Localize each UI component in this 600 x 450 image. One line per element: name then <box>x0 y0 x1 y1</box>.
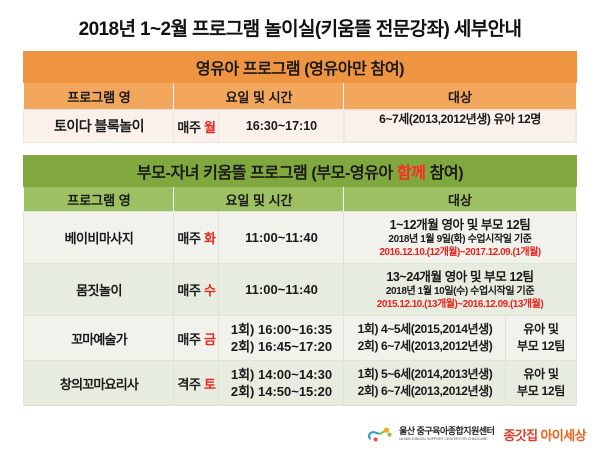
program-name: 꼬마예술가 <box>23 315 175 361</box>
column-header-day-time: 요일 및 시간 <box>173 186 345 212</box>
day-prefix: 매주 <box>177 119 201 135</box>
center-name-en: ULSAN JUNGGU SUPPORT CENTER FOR CHILDCAR… <box>399 436 488 441</box>
parent-child-column-header-row: 프로그램 영 요일 및 시간 대상 <box>23 186 577 212</box>
day-prefix: 매주 <box>177 331 201 347</box>
program-target: 1~12개월 영아 및 부모 12팀 2018년 1월 9일(화) 수업시작일 … <box>343 211 577 264</box>
program-capacity: 유아 및 부모 12팀 <box>505 315 577 361</box>
program-target: 1회) 5~6세(2014,2013년생) 2회) 6~7세(2013,2012… <box>343 360 507 406</box>
day-of-week: 금 <box>203 331 216 347</box>
program-day: 매주 금 <box>173 315 220 361</box>
heading-pre: 부모-자녀 키움뜰 프로그램 (부모-영유아 <box>136 165 397 182</box>
column-header-program: 프로그램 영 <box>23 82 175 110</box>
program-target: 13~24개월 영아 및 부모 12팀 2018년 1월 10일(수) 수업시작… <box>343 263 577 316</box>
infant-section-heading: 영유아 프로그램 (영유아만 참여) <box>23 51 577 83</box>
day-of-week: 화 <box>203 231 216 246</box>
column-header-target: 대상 <box>343 82 577 110</box>
program-capacity: 유아 및 부모 12팀 <box>505 360 577 406</box>
table-row: 몸짓놀이 매주 수 11:00~11:40 13~24개월 영아 및 부모 12… <box>23 263 577 316</box>
program-time: 16:30~17:10 <box>218 109 345 143</box>
target-main: 13~24개월 영아 및 부모 12팀 <box>386 269 534 284</box>
parent-child-section-heading-row: 부모-자녀 키움뜰 프로그램 (부모-영유아 함께 참여) <box>23 155 577 187</box>
center-name-kr: 울산 중구육아종합지원센터 <box>399 426 495 437</box>
day-of-week: 수 <box>203 283 216 298</box>
heading-post: 참여) <box>425 165 464 182</box>
program-target: 6~7세(2013,2012년생) 유아 12명 <box>344 110 576 142</box>
program-time-session-2: 2회) 14:50~15:20 <box>230 384 333 399</box>
brand-word-2: 아이세상 <box>540 428 587 443</box>
page-title: 2018년 1~2월 프로그램 놀이실(키움뜰 전문강좌) 세부안내 <box>78 19 522 40</box>
target-note: 2018년 1월 10일(수) 수업시작일 기준 <box>385 285 535 297</box>
day-of-week: 월 <box>203 119 216 135</box>
program-time: 11:00~11:40 <box>218 211 345 264</box>
program-time: 1회) 14:00~14:30 2회) 14:50~15:20 <box>218 360 345 406</box>
target-session-1: 1회) 4~5세(2015,2014년생) <box>357 322 493 336</box>
program-day: 매주 화 <box>173 211 220 264</box>
target-note-range: 2016.12.10.(12개월)~2017.12.09.(1개월) <box>379 246 541 258</box>
program-name: 베이비마사지 <box>23 211 175 264</box>
table-row: 꼬마예술가 매주 금 1회) 16:00~16:35 2회) 16:45~17:… <box>23 315 577 361</box>
infant-column-header-row: 프로그램 영 요일 및 시간 대상 <box>23 82 577 110</box>
brand-logo: 종갓집 아이세상 <box>503 425 586 444</box>
program-day: 격주 토 <box>173 360 220 406</box>
program-day: 매주 월 <box>173 109 220 143</box>
column-header-target: 대상 <box>343 186 577 212</box>
day-prefix: 매주 <box>177 231 201 246</box>
brand-word-1: 종갓집 <box>503 428 538 443</box>
capacity-line-1: 유아 및 <box>523 367 559 381</box>
target-note-range: 2015.12.10.(13개월)~2016.12.09.(13개월) <box>376 298 544 310</box>
program-name: 토이다 블록놀이 <box>23 109 175 143</box>
day-prefix: 매주 <box>177 283 201 298</box>
program-time-session-1: 1회) 16:00~16:35 <box>230 322 333 337</box>
program-time-session-2: 2회) 16:45~17:20 <box>230 339 333 354</box>
parent-child-program-table: 부모-자녀 키움뜰 프로그램 (부모-영유아 함께 참여) 프로그램 영 요일 … <box>23 155 577 406</box>
table-row: 베이비마사지 매주 화 11:00~11:40 1~12개월 영아 및 부모 1… <box>23 211 577 264</box>
capacity-line-1: 유아 및 <box>523 322 559 336</box>
program-name: 몸짓놀이 <box>23 263 175 316</box>
capacity-line-2: 부모 12팀 <box>516 384 565 398</box>
center-name: 울산 중구육아종합지원센터 ULSAN JUNGGU SUPPORT CENTE… <box>399 426 495 441</box>
center-logo-icon <box>367 426 393 443</box>
day-of-week: 토 <box>203 376 216 392</box>
table-row: 창의꼬마요리사 격주 토 1회) 14:00~14:30 2회) 14:50~1… <box>23 360 577 406</box>
program-time-session-1: 1회) 14:00~14:30 <box>230 367 333 382</box>
table-row: 토이다 블록놀이 매주 월 16:30~17:10 6~7세(2013,2012… <box>23 109 577 143</box>
target-session-2: 2회) 6~7세(2013,2012년생) <box>357 384 493 398</box>
target-session-1: 1회) 5~6세(2014,2013년생) <box>357 367 493 381</box>
column-header-day-time: 요일 및 시간 <box>173 82 345 110</box>
column-header-program: 프로그램 영 <box>23 186 175 212</box>
section-gap <box>0 143 600 155</box>
day-prefix: 격주 <box>177 376 201 392</box>
program-target: 1회) 4~5세(2015,2014년생) 2회) 6~7세(2013,2012… <box>343 315 507 361</box>
target-main: 1~12개월 영아 및 부모 12팀 <box>389 217 531 232</box>
program-name: 창의꼬마요리사 <box>23 360 175 406</box>
infant-section-heading-row: 영유아 프로그램 (영유아만 참여) <box>23 51 577 83</box>
heading-highlight: 함께 <box>396 165 426 182</box>
program-day: 매주 수 <box>173 263 220 316</box>
target-session-2: 2회) 6~7세(2013,2012년생) <box>357 339 493 353</box>
program-time: 1회) 16:00~16:35 2회) 16:45~17:20 <box>218 315 345 361</box>
footer: 울산 중구육아종합지원센터 ULSAN JUNGGU SUPPORT CENTE… <box>367 425 587 444</box>
target-note: 2018년 1월 9일(화) 수업시작일 기준 <box>388 233 532 245</box>
parent-child-section-heading: 부모-자녀 키움뜰 프로그램 (부모-영유아 함께 참여) <box>23 155 577 187</box>
program-time: 11:00~11:40 <box>218 263 345 316</box>
infant-program-table: 영유아 프로그램 (영유아만 참여) 프로그램 영 요일 및 시간 대상 토이다… <box>23 51 577 143</box>
capacity-line-2: 부모 12팀 <box>516 339 565 353</box>
